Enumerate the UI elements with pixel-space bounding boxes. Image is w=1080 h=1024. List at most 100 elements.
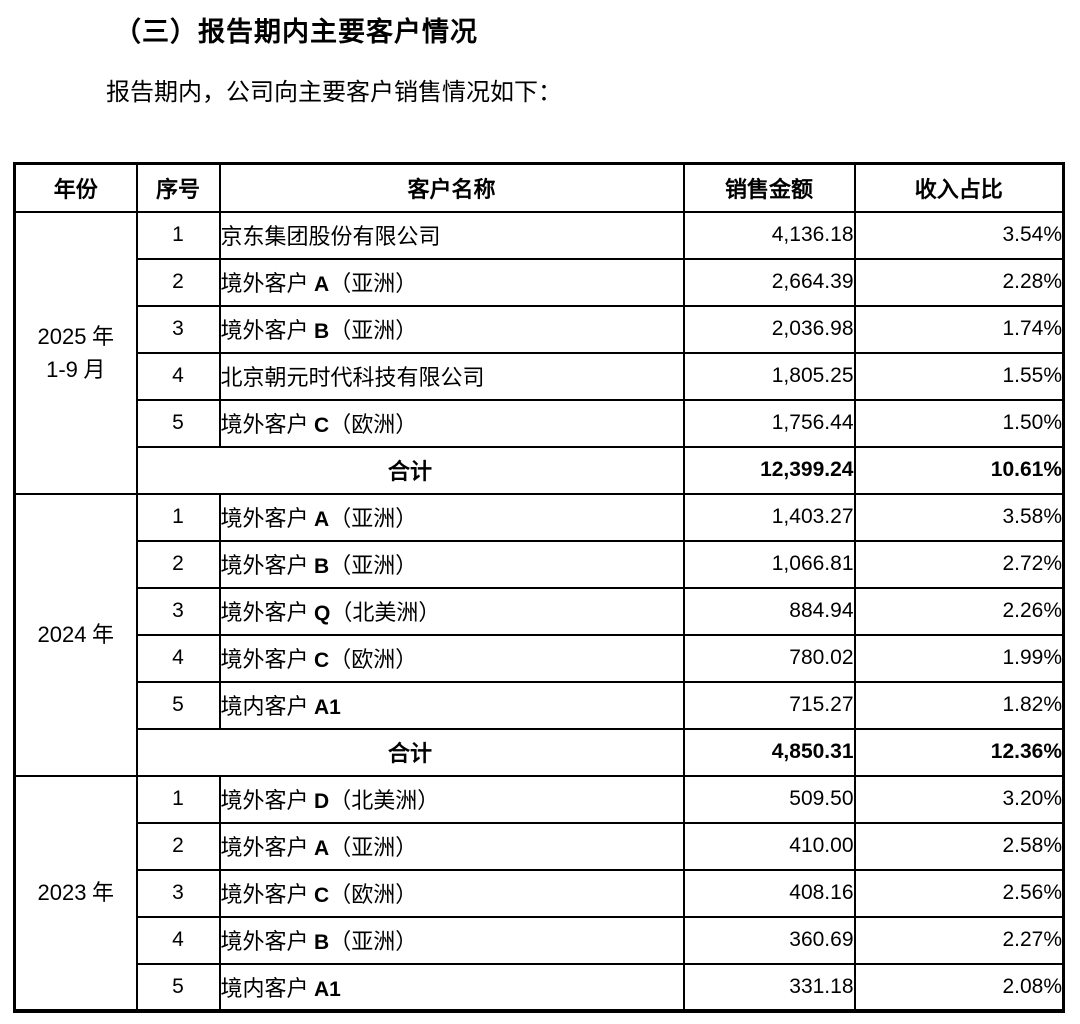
header-row: 年份 序号 客户名称 销售金额 收入占比 xyxy=(13,162,1065,213)
customer-name: 境外客户 C（欧洲） xyxy=(218,398,685,448)
row-index: 1 xyxy=(135,210,221,260)
sales-amount: 360.69 xyxy=(682,915,856,965)
latin-text: C xyxy=(314,649,330,672)
row-index: 2 xyxy=(135,257,221,307)
revenue-share: 2.27% xyxy=(853,915,1065,965)
sales-amount: 1,805.25 xyxy=(682,351,856,401)
table-row: 5 境内客户 A1 331.18 2.08% xyxy=(15,962,1065,1012)
latin-text: B xyxy=(314,555,330,578)
table-row: 3 境外客户 C（欧洲） 408.16 2.56% xyxy=(15,868,1065,918)
total-label: 合计 xyxy=(135,727,685,777)
total-revenue-share: 10.61% xyxy=(853,445,1065,495)
sales-amount: 1,403.27 xyxy=(682,492,856,542)
revenue-share: 1.50% xyxy=(853,398,1065,448)
revenue-share: 2.26% xyxy=(853,586,1065,636)
revenue-share: 2.08% xyxy=(853,962,1065,1012)
row-index: 2 xyxy=(135,539,221,589)
table-row: 5 境内客户 A1 715.27 1.82% xyxy=(15,680,1065,730)
latin-text: A xyxy=(314,837,330,860)
latin-text: A1 xyxy=(314,977,341,1001)
header-index: 序号 xyxy=(135,162,221,213)
customer-name: 境内客户 A1 xyxy=(218,680,685,730)
row-index: 4 xyxy=(135,915,221,965)
header-sales-amount: 销售金额 xyxy=(682,162,856,213)
total-row: 合计 4,850.31 12.36% xyxy=(15,727,1065,777)
sales-amount: 1,066.81 xyxy=(682,539,856,589)
customer-name: 境外客户 B（亚洲） xyxy=(218,915,685,965)
customer-name: 境外客户 C（欧洲） xyxy=(218,633,685,683)
year-cell: 2023 年 xyxy=(13,774,138,1012)
table-row: 2025 年 1-9 月 1 京东集团股份有限公司 4,136.18 3.54% xyxy=(13,210,1065,495)
customers-table: 年份 序号 客户名称 销售金额 收入占比 2025 年 1-9 月 1 京东集团股份有… xyxy=(13,162,1065,1013)
table-row: 2024 年 1 境外客户 A（亚洲） 1,403.27 3.58% xyxy=(13,492,1065,777)
year-cell: 2024 年 xyxy=(13,492,138,777)
customer-name: 北京朝元时代科技有限公司 xyxy=(218,351,685,401)
header-revenue-share: 收入占比 xyxy=(853,162,1065,213)
header-year: 年份 xyxy=(13,162,138,213)
latin-text: 2023 xyxy=(37,880,87,905)
customer-name: 境外客户 A（亚洲） xyxy=(218,257,685,307)
latin-text: Q xyxy=(314,602,331,625)
customer-name: 京东集团股份有限公司 xyxy=(218,210,685,260)
customer-name: 境内客户 A1 xyxy=(218,962,685,1012)
revenue-share: 2.72% xyxy=(853,539,1065,589)
revenue-share: 2.58% xyxy=(853,821,1065,871)
sales-amount: 509.50 xyxy=(682,774,856,824)
row-index: 1 xyxy=(135,774,221,824)
customer-name: 境外客户 B（亚洲） xyxy=(218,539,685,589)
latin-text: 2025 xyxy=(37,323,87,349)
sales-amount: 2,664.39 xyxy=(682,257,856,307)
total-sales-amount: 12,399.24 xyxy=(682,445,856,495)
revenue-share: 1.99% xyxy=(853,633,1065,683)
revenue-share: 2.56% xyxy=(853,868,1065,918)
sales-amount: 884.94 xyxy=(682,586,856,636)
total-label: 合计 xyxy=(135,445,685,495)
total-sales-amount: 4,850.31 xyxy=(682,727,856,777)
sales-amount: 2,036.98 xyxy=(682,304,856,354)
row-index: 3 xyxy=(135,304,221,354)
row-index: 5 xyxy=(135,680,221,730)
row-index: 3 xyxy=(135,868,221,918)
sales-amount: 1,756.44 xyxy=(682,398,856,448)
customer-name: 境外客户 A（亚洲） xyxy=(218,492,685,542)
row-index: 2 xyxy=(135,821,221,871)
table-row: 2023 年 1 境外客户 D（北美洲） 509.50 3.20% xyxy=(13,774,1065,1012)
table-body: 2025 年 1-9 月 1 京东集团股份有限公司 4,136.18 3.54% 2 境外客户… xyxy=(13,210,1065,1012)
revenue-share: 1.55% xyxy=(853,351,1065,401)
row-index: 5 xyxy=(135,962,221,1012)
latin-text: A xyxy=(314,508,330,531)
sales-amount: 331.18 xyxy=(682,962,856,1012)
row-index: 4 xyxy=(135,633,221,683)
sales-amount: 410.00 xyxy=(682,821,856,871)
row-index: 4 xyxy=(135,351,221,401)
sales-amount: 4,136.18 xyxy=(682,210,856,260)
revenue-share: 3.58% xyxy=(853,492,1065,542)
customer-name: 境外客户 C（欧洲） xyxy=(218,868,685,918)
latin-text: C xyxy=(314,884,330,907)
customer-name: 境外客户 B（亚洲） xyxy=(218,304,685,354)
latin-text: A1 xyxy=(314,696,341,719)
latin-text: D xyxy=(314,790,330,813)
latin-text: 2024 xyxy=(37,622,87,647)
revenue-share: 3.20% xyxy=(853,774,1065,824)
customer-name: 境外客户 D（北美洲） xyxy=(218,774,685,824)
latin-text: C xyxy=(314,414,330,437)
table-row: 3 境外客户 B（亚洲） 2,036.98 1.74% xyxy=(15,304,1065,354)
row-index: 1 xyxy=(135,492,221,542)
revenue-share: 1.74% xyxy=(853,304,1065,354)
table-row: 4 境外客户 C（欧洲） 780.02 1.99% xyxy=(15,633,1065,683)
revenue-share: 1.82% xyxy=(853,680,1065,730)
table-row: 2 境外客户 B（亚洲） 1,066.81 2.72% xyxy=(15,539,1065,589)
sales-amount: 408.16 xyxy=(682,868,856,918)
intro-text: 报告期内，公司向主要客户销售情况如下： xyxy=(106,80,562,106)
row-index: 5 xyxy=(135,398,221,448)
customer-name: 境外客户 A（亚洲） xyxy=(218,821,685,871)
revenue-share: 2.28% xyxy=(853,257,1065,307)
header-customer-name: 客户名称 xyxy=(218,162,685,213)
latin-text: A xyxy=(314,273,330,296)
table-row: 3 境外客户 Q（北美洲） 884.94 2.26% xyxy=(15,586,1065,636)
total-revenue-share: 12.36% xyxy=(853,727,1065,777)
year-cell: 2025 年 1-9 月 xyxy=(13,210,138,495)
section-title: （三）报告期内主要客户情况 xyxy=(114,17,478,47)
